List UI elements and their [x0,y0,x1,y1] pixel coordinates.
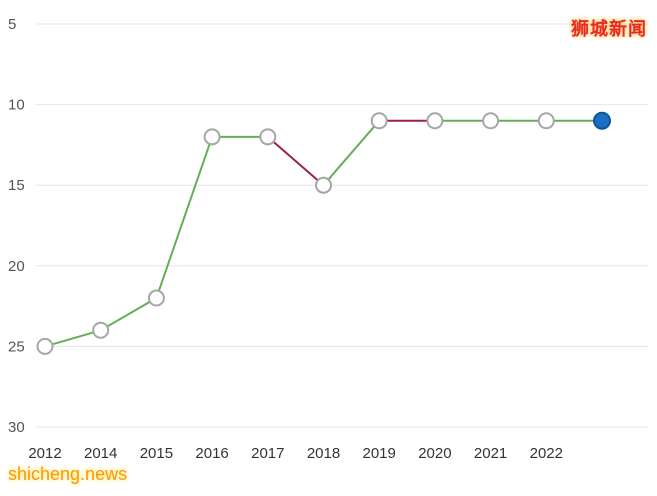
data-point-marker[interactable] [315,176,332,194]
data-point-marker[interactable] [147,289,165,307]
y-axis-tick-label: 5 [8,16,16,33]
y-axis-tick-label: 15 [8,177,25,194]
x-axis-tick-label: 2022 [530,445,563,462]
y-axis-tick-label: 10 [8,97,25,114]
line-segment [155,136,214,299]
y-axis-tick-label: 20 [8,258,25,275]
y-axis-tick-label: 30 [8,419,25,436]
x-axis-tick-label: 2020 [418,445,451,462]
line-segment [100,297,157,332]
data-point-marker[interactable] [537,112,555,130]
data-point-marker[interactable] [426,112,444,130]
x-axis-tick-label: 2017 [251,445,284,462]
x-axis-tick-label: 2012 [28,445,61,462]
y-axis-tick-label: 25 [8,338,25,355]
x-axis-tick-label: 2016 [195,445,228,462]
watermark-site-url: shicheng.news [8,464,128,484]
line-segment [267,136,325,186]
line-segment [44,329,101,348]
data-point-marker[interactable] [259,128,277,146]
data-point-marker[interactable] [36,337,54,355]
data-point-marker[interactable] [370,112,388,130]
data-point-marker-current[interactable] [593,111,611,130]
watermark-site-name: 狮城新闻 [571,19,647,39]
data-point-marker[interactable] [482,112,500,130]
data-point-marker[interactable] [92,321,110,339]
data-point-marker[interactable] [203,128,221,146]
line-segment [322,120,380,186]
x-axis-tick-label: 2019 [363,445,396,462]
x-axis-tick-label: 2015 [140,445,173,462]
x-axis-tick-label: 2018 [307,445,340,462]
x-axis-tick-label: 2021 [474,445,507,462]
x-axis-tick-label: 2014 [84,445,117,462]
